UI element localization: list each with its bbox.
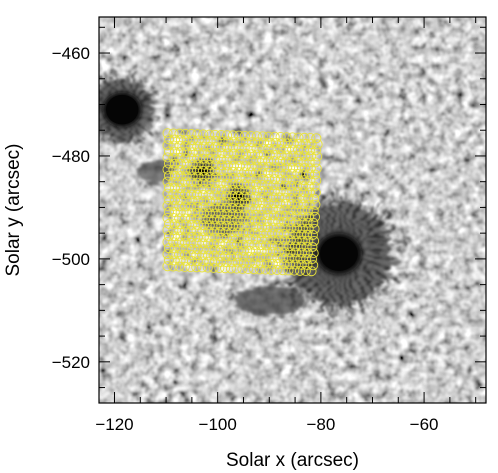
observation-circle — [248, 264, 259, 275]
observation-circle — [310, 187, 321, 198]
observation-circle — [311, 163, 322, 174]
observation-circle — [162, 224, 173, 236]
observation-circle — [306, 266, 317, 277]
sunspot — [99, 71, 161, 148]
observation-circle — [271, 264, 283, 276]
observation-circle — [308, 248, 319, 259]
observation-circle — [220, 263, 231, 274]
observation-circle — [162, 128, 173, 139]
x-tick-label: −120 — [95, 415, 133, 434]
x-tick-label: −80 — [306, 415, 335, 434]
observation-circle — [312, 139, 323, 150]
solar-granulation-image — [99, 17, 486, 403]
observation-circle — [179, 261, 190, 272]
observation-circle — [289, 265, 300, 276]
observation-circle — [309, 223, 320, 234]
x-axis-title: Solar x (arcsec) — [226, 450, 359, 471]
observation-circle — [237, 263, 248, 274]
observation-circle — [300, 265, 311, 277]
observation-circle — [310, 199, 321, 210]
observation-circle — [308, 260, 319, 271]
observation-circle — [312, 151, 323, 162]
observation-circle — [191, 262, 202, 273]
observation-circle — [309, 211, 320, 222]
observation-circle — [162, 140, 173, 151]
observation-circle — [311, 175, 322, 186]
observation-circle-grid — [162, 128, 323, 277]
observation-circle — [243, 263, 254, 275]
plot-frame — [98, 16, 487, 404]
observation-circle — [162, 200, 173, 211]
observation-circle — [254, 264, 265, 275]
observation-circle — [214, 262, 225, 274]
observation-circle — [162, 212, 173, 223]
observation-circle — [173, 261, 185, 272]
y-tick-label: −500 — [52, 250, 90, 269]
granulation-texture — [99, 17, 486, 403]
observation-circle — [162, 261, 173, 272]
observation-circle — [162, 236, 173, 248]
y-axis-title: Solar y (arcsec) — [3, 143, 24, 276]
observation-circle — [277, 265, 288, 276]
observation-circle — [208, 262, 219, 273]
observation-circle — [162, 188, 173, 199]
y-tick-label: −460 — [52, 44, 90, 63]
x-tick-label: −60 — [410, 415, 439, 434]
observation-circle — [266, 264, 277, 275]
observation-circle — [231, 263, 242, 274]
plot-axes: −120 −100 −80 −60 −460 −480 −500 −520 — [52, 16, 487, 434]
observation-circle — [225, 263, 236, 274]
observation-circle — [283, 265, 294, 276]
observation-circle — [162, 152, 173, 163]
observation-circle — [162, 176, 173, 187]
observation-circle — [308, 235, 320, 247]
y-tick-label: −480 — [52, 147, 90, 166]
observation-circle — [260, 264, 271, 275]
observation-circle — [162, 164, 173, 175]
observation-circle — [294, 265, 306, 276]
observation-circle — [197, 262, 208, 273]
observation-circle — [168, 261, 179, 272]
y-tick-label: −520 — [52, 353, 90, 372]
observation-circle — [162, 249, 173, 260]
observation-circle — [202, 262, 213, 273]
observation-circle — [185, 261, 196, 273]
x-tick-label: −100 — [199, 415, 237, 434]
